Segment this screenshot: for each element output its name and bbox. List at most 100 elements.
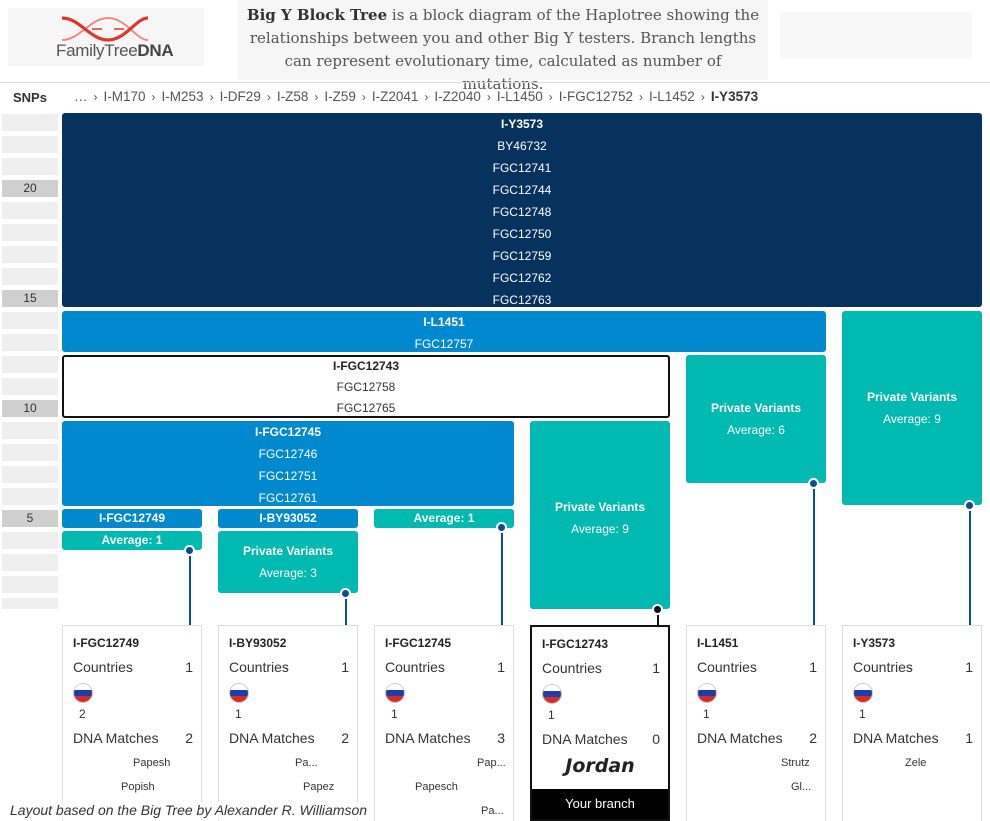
scale-tick [2,136,58,153]
block-i-y3573[interactable]: I-Y3573 BY46732 FGC12741 FGC12744 FGC127… [62,113,982,307]
private-variants-title: Private Variants [710,401,802,415]
match-name[interactable]: Papez [303,781,335,793]
flag-count: 1 [859,707,866,721]
card-title: I-BY93052 [229,636,287,650]
breadcrumb-item[interactable]: I-FGC12752 [558,89,634,104]
chevron-right-icon: › [361,89,366,104]
flag-count: 1 [548,708,555,722]
connector-dot [964,500,975,511]
dna-helix-icon [61,16,149,42]
block-i-l1451[interactable]: I-L1451 FGC12757 [62,311,826,352]
slovenia-flag-icon[interactable] [853,683,873,703]
logo[interactable]: FamilyTreeDNA [8,8,204,66]
scale-tick [2,554,58,571]
flag-count: 1 [703,707,710,721]
countries-label: Countries [73,659,133,675]
breadcrumb-item[interactable]: I-Z58 [276,89,309,104]
block-i-fgc12743-private-variants[interactable]: Private Variants Average: 9 [530,421,670,609]
block-snp: FGC12758 [336,380,396,394]
user-name: Jordan [565,755,635,777]
scale-label-20: 20 [2,180,58,197]
slovenia-flag-icon[interactable] [229,683,249,703]
chevron-right-icon: › [424,89,429,104]
block-snp: FGC12744 [492,183,552,197]
match-name[interactable]: Popish [121,781,155,793]
block-snp: FGC12757 [414,337,474,351]
branch-card-i-l1451[interactable]: I-L1451 Countries 1 1 DNA Matches 2 Stru… [686,625,826,821]
block-clade: I-Y3573 [500,117,544,131]
block-i-by93052-private-variants[interactable]: Private Variants Average: 3 [218,531,358,593]
branch-card-i-fgc12745[interactable]: I-FGC12745 Countries 1 1 DNA Matches 3 P… [374,625,514,821]
countries-count: 1 [809,659,817,675]
scale-tick [2,444,58,461]
match-name[interactable]: Strutz [781,757,810,769]
connector-dot [652,604,663,615]
attribution-footer: Layout based on the Big Tree by Alexande… [10,802,372,818]
match-name[interactable]: Pa... [481,805,504,817]
countries-count: 1 [652,660,660,676]
breadcrumb-item[interactable]: I-L1450 [496,89,543,104]
block-i-by93052[interactable]: I-BY93052 [218,509,358,528]
card-title: I-FGC12743 [542,637,609,651]
breadcrumb-item[interactable]: I-DF29 [219,89,261,104]
header-divider [0,82,990,83]
scale-tick [2,598,58,609]
chevron-right-icon: › [639,89,644,104]
dna-matches-label: DNA Matches [697,730,783,746]
match-name[interactable]: Gl... [791,781,812,793]
breadcrumb-item[interactable]: I-L1452 [649,89,695,104]
match-name[interactable]: Pap... [477,757,506,769]
chevron-right-icon: › [151,89,156,104]
block-i-fgc12745-private-variants[interactable]: Average: 1 [374,509,514,528]
scale-tick [2,312,58,329]
breadcrumb-item[interactable]: I-M170 [103,89,146,104]
block-i-l1451-private-variants[interactable]: Private Variants Average: 6 [686,355,826,483]
chevron-right-icon: › [486,89,491,104]
slovenia-flag-icon[interactable] [542,684,562,704]
dna-matches-count: 1 [965,730,973,746]
private-variants-title: Private Variants [554,500,646,514]
breadcrumb-item[interactable]: I-Z59 [324,89,356,104]
breadcrumb-item[interactable]: I-Z2041 [371,89,419,104]
branch-card-i-by93052[interactable]: I-BY93052 Countries 1 1 DNA Matches 2 Pa… [218,625,358,821]
card-title: I-L1451 [697,636,739,650]
countries-label: Countries [697,659,757,675]
scale-tick [2,224,58,241]
slovenia-flag-icon[interactable] [73,683,93,703]
breadcrumb-item[interactable]: I-M253 [161,89,204,104]
match-name[interactable]: Pa... [295,757,318,769]
branch-card-i-y3573[interactable]: I-Y3573 Countries 1 1 DNA Matches 1 Zele [842,625,982,821]
dna-matches-label: DNA Matches [385,730,471,746]
match-name[interactable]: Zele [905,757,927,769]
slovenia-flag-icon[interactable] [385,683,405,703]
connector-line [345,593,347,625]
card-title: I-Y3573 [853,636,896,650]
breadcrumb-ellipsis[interactable]: … [74,89,88,104]
block-i-fgc12745[interactable]: I-FGC12745 FGC12746 FGC12751 FGC12761 [62,421,514,506]
block-i-y3573-private-variants[interactable]: Private Variants Average: 9 [842,311,982,505]
block-i-fgc12743[interactable]: I-FGC12743 FGC12758 FGC12765 [62,355,670,418]
private-variants-title: Private Variants [242,544,334,558]
private-variants-average: Average: 3 [259,566,317,580]
block-i-fgc12749-private-variants[interactable]: Average: 1 [62,531,202,550]
chevron-right-icon: › [314,89,319,104]
branch-card-i-fgc12743-your-branch[interactable]: I-FGC12743 Countries 1 1 DNA Matches 0 J… [530,625,670,821]
flag-count: 1 [391,707,398,721]
scale-label-15: 15 [2,290,58,307]
block-snp: FGC12763 [492,293,552,307]
private-variants-average: Average: 1 [413,511,475,525]
match-name[interactable]: Papesch [415,781,458,793]
breadcrumb-item[interactable]: I-Z2040 [434,89,481,104]
branch-card-i-fgc12749[interactable]: I-FGC12749 Countries 1 2 DNA Matches 2 P… [62,625,202,821]
chevron-right-icon: › [266,89,271,104]
scale-tick [2,466,58,483]
block-i-fgc12749[interactable]: I-FGC12749 [62,509,202,528]
connector-dot [808,478,819,489]
block-clade: I-BY93052 [259,511,317,525]
connector-line [501,528,503,625]
match-name[interactable]: Papesh [133,757,171,769]
slovenia-flag-icon[interactable] [697,683,717,703]
block-snp: FGC12751 [258,469,318,483]
connector-dot [496,522,507,533]
scale-tick [2,114,58,131]
